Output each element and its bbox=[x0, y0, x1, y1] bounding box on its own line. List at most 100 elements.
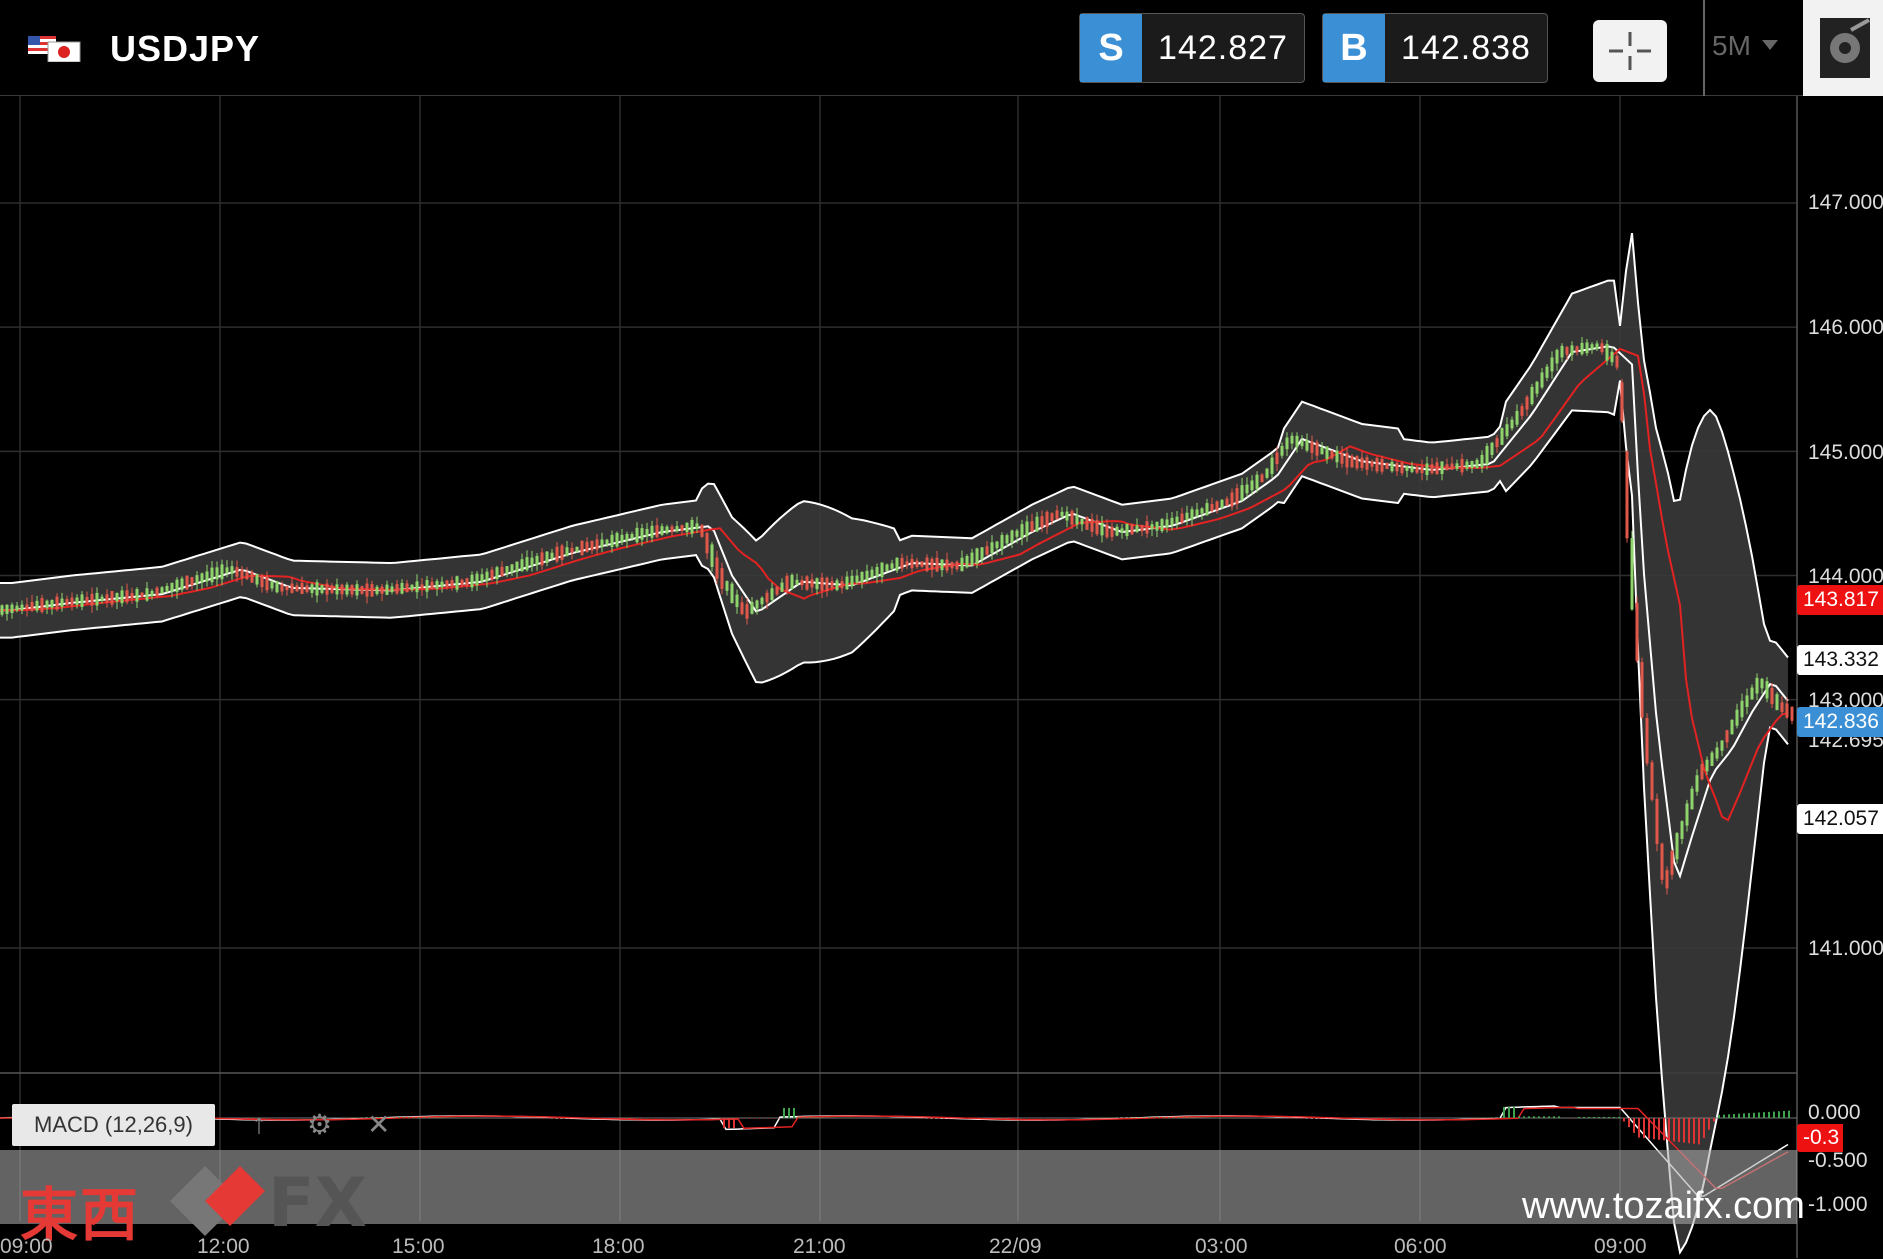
candle-body bbox=[1521, 406, 1524, 416]
macd-histogram-bar bbox=[1643, 1118, 1645, 1138]
candle-body bbox=[506, 566, 509, 574]
candle-body bbox=[1191, 509, 1194, 519]
candle-body bbox=[556, 547, 559, 562]
candle-body bbox=[741, 602, 744, 614]
candle-body bbox=[926, 557, 929, 570]
candle-body bbox=[1166, 519, 1169, 527]
candle-body bbox=[1086, 517, 1089, 530]
candle-body bbox=[1316, 442, 1319, 455]
macd-histogram-bar bbox=[1143, 1117, 1145, 1118]
macd-histogram-bar bbox=[968, 1118, 970, 1119]
candle-body bbox=[501, 567, 504, 576]
crosshair-button[interactable] bbox=[1593, 20, 1667, 82]
candle-body bbox=[161, 587, 164, 593]
macd-indicator-label[interactable]: MACD (12,26,9) bbox=[12, 1104, 215, 1146]
candle-body bbox=[471, 575, 474, 588]
macd-histogram-bar bbox=[223, 1118, 225, 1119]
lower-band-line bbox=[0, 381, 1788, 1253]
candle-body bbox=[861, 572, 864, 583]
candle-body bbox=[181, 579, 184, 590]
close-icon[interactable]: ✕ bbox=[367, 1108, 390, 1141]
arrow-up-icon[interactable]: ↑ bbox=[252, 1108, 266, 1140]
candle-body bbox=[1776, 694, 1779, 710]
candle-body bbox=[1336, 451, 1339, 463]
candle-body bbox=[1291, 436, 1294, 444]
candle-body bbox=[1351, 456, 1354, 467]
candle-body bbox=[1171, 518, 1174, 525]
price-chart[interactable] bbox=[0, 96, 1883, 1258]
candle-body bbox=[176, 580, 179, 592]
candle-body bbox=[1426, 463, 1429, 475]
macd-histogram-bar bbox=[1373, 1118, 1375, 1119]
gear-icon[interactable]: ⚙ bbox=[307, 1108, 332, 1141]
candle-body bbox=[631, 534, 634, 539]
candle-body bbox=[1141, 525, 1144, 531]
candle-body bbox=[1526, 397, 1529, 410]
sell-button[interactable]: S 142.827 bbox=[1079, 13, 1305, 83]
macd-histogram-bar bbox=[1168, 1117, 1170, 1118]
candle-body bbox=[391, 586, 394, 592]
candle-body bbox=[21, 605, 24, 611]
candle-body bbox=[1211, 504, 1214, 511]
candle-body bbox=[1411, 466, 1414, 472]
candle-body bbox=[1471, 461, 1474, 468]
candle-body bbox=[1311, 441, 1314, 453]
candle-body bbox=[1266, 469, 1269, 478]
candle-body bbox=[301, 583, 304, 594]
candle-body bbox=[1051, 513, 1054, 521]
candle-body bbox=[831, 581, 834, 588]
buy-button[interactable]: B 142.838 bbox=[1322, 13, 1548, 83]
candle-body bbox=[26, 605, 29, 610]
macd-histogram-bar bbox=[1663, 1118, 1665, 1140]
candle-body bbox=[666, 527, 669, 534]
candle-body bbox=[681, 525, 684, 531]
candle-body bbox=[561, 546, 564, 560]
macd-histogram-bar bbox=[1723, 1115, 1725, 1118]
candle-body bbox=[1386, 463, 1389, 469]
macd-histogram-bar bbox=[1383, 1118, 1385, 1119]
price-tick: 141.000 bbox=[1808, 937, 1883, 961]
band-fill bbox=[0, 233, 1788, 1252]
candle-body bbox=[981, 547, 984, 559]
macd-histogram-bar bbox=[413, 1117, 415, 1118]
candle-body bbox=[1361, 458, 1364, 468]
candle-body bbox=[31, 602, 34, 611]
macd-histogram-bar bbox=[1148, 1117, 1150, 1118]
upper-band-price-tag: 143.332 bbox=[1797, 645, 1883, 675]
macd-histogram-bar bbox=[583, 1118, 585, 1119]
candle-body bbox=[81, 594, 84, 606]
candle-body bbox=[671, 526, 674, 532]
candle-body bbox=[456, 576, 459, 589]
candle-body bbox=[116, 593, 119, 601]
crosshair-icon bbox=[1593, 20, 1667, 82]
candle-body bbox=[911, 559, 914, 568]
candle-body bbox=[1736, 710, 1739, 726]
candle-body bbox=[1486, 446, 1489, 464]
candle-body bbox=[726, 581, 729, 591]
time-tick: 22/09 bbox=[989, 1235, 1042, 1259]
macd-histogram-bar bbox=[1553, 1116, 1555, 1118]
macd-tick: 0.000 bbox=[1808, 1101, 1861, 1125]
candle-body bbox=[1206, 503, 1209, 515]
candle-body bbox=[1676, 833, 1679, 859]
candle-body bbox=[1396, 463, 1399, 471]
candle-body bbox=[1646, 718, 1649, 763]
toolbar-divider bbox=[1703, 0, 1705, 96]
candle-body bbox=[121, 590, 124, 603]
macd-histogram-bar bbox=[1188, 1117, 1190, 1118]
timeframe-select[interactable]: 5M bbox=[1712, 30, 1751, 62]
macd-histogram-bar bbox=[1763, 1112, 1765, 1118]
macd-histogram-bar bbox=[613, 1118, 615, 1119]
candle-body bbox=[1536, 382, 1539, 394]
chart-settings-button[interactable] bbox=[1803, 0, 1883, 96]
price-tick: 147.000 bbox=[1808, 191, 1883, 215]
candle-body bbox=[1286, 438, 1289, 450]
candle-body bbox=[1241, 485, 1244, 500]
macd-histogram-bar bbox=[1613, 1117, 1615, 1118]
macd-histogram-bar bbox=[1528, 1116, 1530, 1118]
candle-body bbox=[46, 601, 49, 609]
candle-body bbox=[651, 526, 654, 538]
candle-body bbox=[731, 584, 734, 603]
candle-body bbox=[1256, 475, 1259, 489]
macd-histogram-bar bbox=[1583, 1117, 1585, 1118]
